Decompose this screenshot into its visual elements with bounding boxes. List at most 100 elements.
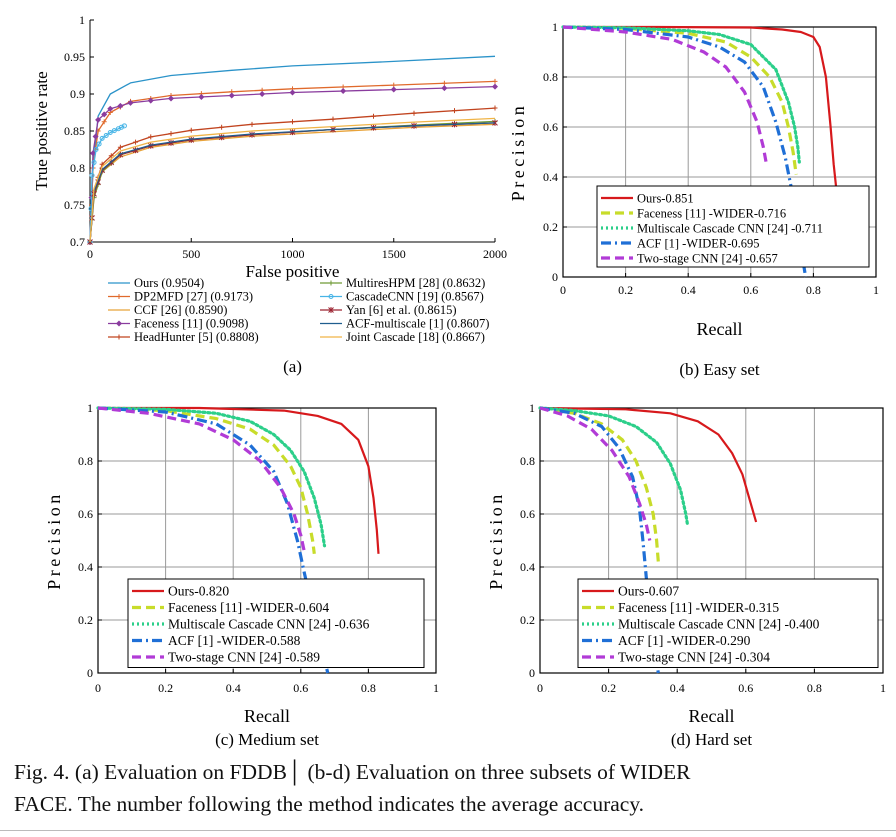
y-tick-label: 0.9 [70, 87, 85, 101]
y-tick-label: 0.6 [543, 120, 558, 134]
series-line [89, 55, 496, 243]
data-point [290, 119, 295, 125]
series-1 [563, 25, 838, 195]
legend-label: DP2MFD [27] (0.9173) [134, 290, 253, 304]
chart-subtitle: (d) Hard set [671, 730, 752, 749]
legend-item: Multiscale Cascade CNN [24] -0.711 [601, 222, 823, 236]
series-line [562, 25, 798, 175]
x-tick-label: 0 [87, 247, 93, 261]
legend-label: CCF [26] (0.8590) [134, 303, 227, 317]
data-point [218, 134, 225, 141]
data-point [107, 105, 114, 112]
x-tick-label: 1000 [281, 247, 305, 261]
legend-label: ACF [1] -WIDER-0.695 [637, 237, 760, 251]
legend-item: ACF [1] -WIDER-0.695 [601, 237, 760, 251]
y-axis-label: Precision [486, 491, 506, 590]
y-axis-label: Precision [44, 491, 64, 590]
data-point [328, 307, 334, 313]
data-point [289, 89, 296, 96]
x-tick-label: 0 [537, 681, 543, 695]
x-tick-label: 0.4 [670, 681, 685, 695]
x-tick-label: 0.8 [807, 681, 822, 695]
x-tick-label: 0 [95, 681, 101, 695]
legend-item: Multiscale Cascade CNN [24] -0.636 [132, 617, 370, 632]
x-tick-label: 0.4 [226, 681, 241, 695]
legend-label: Faceness [11] -WIDER-0.315 [618, 600, 779, 615]
legend-item: Ours-0.851 [601, 192, 694, 206]
legend-label: Joint Cascade [18] (0.8667) [346, 330, 485, 344]
x-axis-label: Recall [244, 706, 290, 726]
data-point [108, 153, 114, 159]
series-1 [539, 406, 758, 523]
data-point [411, 110, 417, 116]
data-point [116, 334, 122, 340]
data-point [492, 83, 498, 90]
legend-item: Faceness [11] (0.9098) [108, 317, 248, 331]
series-3 [96, 406, 327, 548]
legend: Ours (0.9504)DP2MFD [27] (0.9173)CCF [26… [108, 276, 489, 344]
data-point [441, 80, 447, 86]
legend-item: ACF [1] -WIDER-0.290 [582, 633, 751, 648]
series-3 [538, 406, 690, 527]
data-point [90, 150, 97, 157]
legend-label: Multiscale Cascade CNN [24] -0.636 [168, 617, 370, 632]
data-point [340, 88, 347, 95]
x-tick-label: 0.6 [293, 681, 308, 695]
series-10 [89, 117, 496, 243]
series-3 [561, 25, 801, 164]
data-point [188, 127, 194, 133]
legend-item: DP2MFD [27] (0.9173) [108, 290, 253, 304]
data-point [148, 134, 154, 140]
data-point [111, 128, 117, 134]
data-point [452, 108, 457, 114]
series-line [96, 406, 327, 548]
legend-label: Faceness [11] -WIDER-0.716 [637, 207, 786, 221]
chart-c: 0 0.2 0.4 0.6 0.8 1 0 0.2 0.4 0.6 0.8 1 Recall Precis… [44, 401, 439, 749]
series-9 [89, 122, 496, 243]
legend-box [596, 185, 870, 268]
legend-item: Multiscale Cascade CNN [24] -0.400 [582, 617, 820, 632]
data-point [228, 92, 235, 99]
x-tick-label: 1 [873, 283, 879, 297]
legend-label: Two-stage CNN [24] -0.304 [618, 650, 770, 665]
series-5 [539, 406, 652, 541]
data-point [101, 111, 108, 118]
data-point [103, 132, 109, 138]
legend-item: CCF [26] (0.8590) [108, 303, 227, 317]
plot-frame [97, 407, 437, 674]
y-tick-label: 0.85 [64, 124, 85, 138]
chart-subtitle: (a) [283, 357, 302, 376]
x-tick-label: 0.8 [806, 283, 821, 297]
series-1 [89, 55, 496, 243]
x-tick-label: 500 [182, 247, 200, 261]
y-tick-label: 0.4 [543, 170, 558, 184]
y-tick-label: 0 [87, 666, 93, 680]
legend-label: ACF [1] -WIDER-0.290 [618, 633, 751, 648]
data-point [249, 131, 255, 138]
y-tick-label: 0.8 [70, 161, 85, 175]
legend-item: Two-stage CNN [24] -0.657 [601, 252, 778, 266]
y-tick-label: 1 [79, 13, 85, 27]
y-tick-label: 0.2 [543, 220, 558, 234]
data-point [328, 280, 334, 286]
legend-item: Faceness [11] -WIDER-0.604 [132, 600, 329, 615]
y-tick-label: 0.75 [64, 198, 85, 212]
chart-subtitle: (b) Easy set [679, 360, 760, 379]
chart-a: 0 500 1000 1500 2000 0.7 0.75 0.8 0.85 0.9 0.95 1 Fa… [32, 13, 507, 376]
legend-item: Faceness [11] -WIDER-0.315 [582, 600, 779, 615]
data-point [168, 139, 174, 146]
x-tick-label: 0 [560, 283, 566, 297]
legend-item: Ours (0.9504) [108, 276, 204, 290]
chart-b: 0 0.2 0.4 0.6 0.8 1 0 0.2 0.4 0.6 0.8 1 Recall Precis… [508, 20, 879, 379]
series-line [89, 120, 496, 243]
legend-label: ACF [1] -WIDER-0.588 [168, 633, 301, 648]
data-point [133, 139, 139, 145]
data-point [390, 86, 397, 93]
y-tick-label: 0.4 [78, 560, 93, 574]
y-axis-label: Precision [508, 103, 528, 202]
legend-item: Joint Cascade [18] (0.8667) [320, 330, 485, 344]
data-point [198, 93, 205, 100]
data-point [116, 320, 122, 327]
data-point [99, 135, 105, 141]
